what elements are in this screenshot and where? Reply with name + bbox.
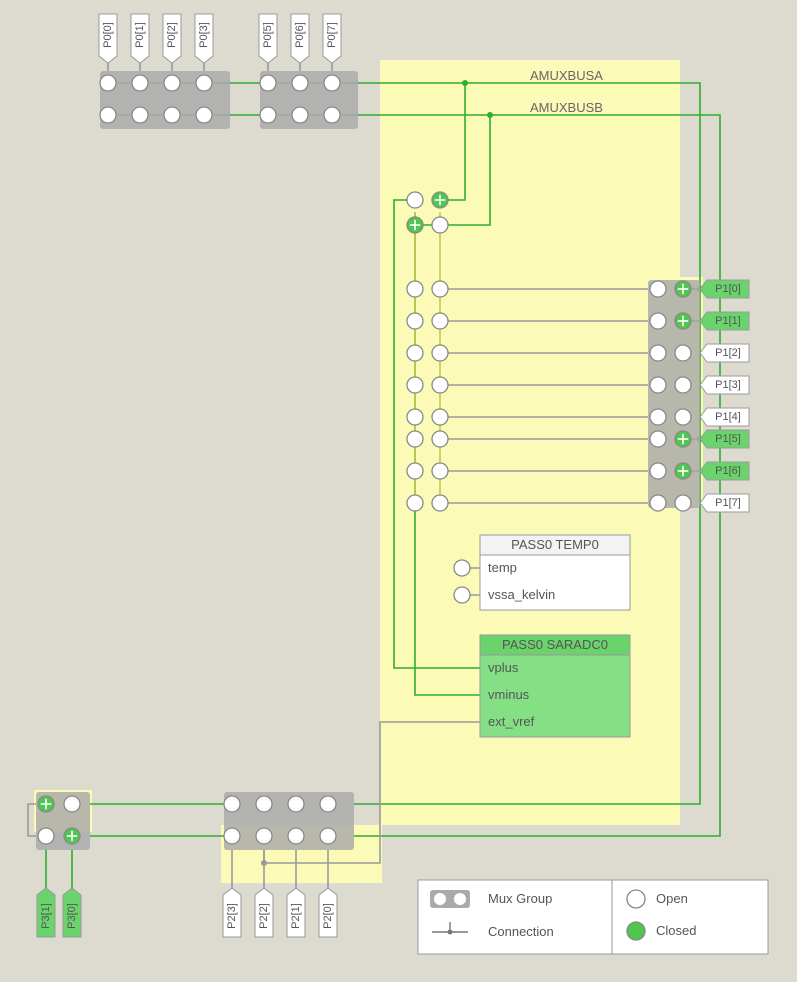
pin-label-text: P3[1] bbox=[40, 903, 52, 929]
legend-label: Closed bbox=[656, 923, 696, 938]
legend-label: Mux Group bbox=[488, 891, 552, 906]
pin-label-text: P1[2] bbox=[715, 347, 741, 359]
legend bbox=[418, 880, 768, 954]
legend-open-icon bbox=[627, 890, 645, 908]
junction-dot bbox=[261, 860, 267, 866]
junction-dot bbox=[462, 80, 468, 86]
junction-dot bbox=[487, 112, 493, 118]
pin-label-text: P2[1] bbox=[290, 903, 302, 929]
block-field: vminus bbox=[488, 687, 530, 702]
analog-routing-diagram: P0[0] P0[1] P0[2] P0[3] P0[5] P0[6] P0[7] AMUXB… bbox=[0, 0, 797, 982]
pin-label-text: P0[5] bbox=[262, 22, 274, 48]
legend-label: Connection bbox=[488, 924, 554, 939]
pin-label-text: P0[7] bbox=[326, 22, 338, 48]
pin-label-text: P3[0] bbox=[66, 903, 78, 929]
pin-label-text: P1[4] bbox=[715, 411, 741, 423]
pin-label-text: P1[6] bbox=[715, 465, 741, 477]
block-field: vplus bbox=[488, 660, 519, 675]
legend-closed-icon bbox=[627, 922, 645, 940]
pin-label-text: P1[5] bbox=[715, 433, 741, 445]
pin-label-text: P0[2] bbox=[166, 22, 178, 48]
bus-label: AMUXBUSA bbox=[530, 68, 603, 83]
pin-label-text: P0[6] bbox=[294, 22, 306, 48]
pin-label-text: P1[3] bbox=[715, 379, 741, 391]
block-title: PASS0 SARADC0 bbox=[502, 637, 608, 652]
pin-label-text: P1[0] bbox=[715, 283, 741, 295]
block-field: temp bbox=[488, 560, 517, 575]
pin-label-text: P0[0] bbox=[102, 22, 114, 48]
block-title: PASS0 TEMP0 bbox=[511, 537, 599, 552]
bus-label: AMUXBUSB bbox=[530, 100, 603, 115]
legend-label: Open bbox=[656, 891, 688, 906]
pin-label-text: P1[7] bbox=[715, 497, 741, 509]
pin-label-text: P1[1] bbox=[715, 315, 741, 327]
pin-label-text: P0[3] bbox=[198, 22, 210, 48]
pin-label-text: P0[1] bbox=[134, 22, 146, 48]
block-field: vssa_kelvin bbox=[488, 587, 555, 602]
block-field: ext_vref bbox=[488, 714, 535, 729]
pin-label-text: P2[0] bbox=[322, 903, 334, 929]
pin-label-text: P2[2] bbox=[258, 903, 270, 929]
pin-label-text: P2[3] bbox=[226, 903, 238, 929]
